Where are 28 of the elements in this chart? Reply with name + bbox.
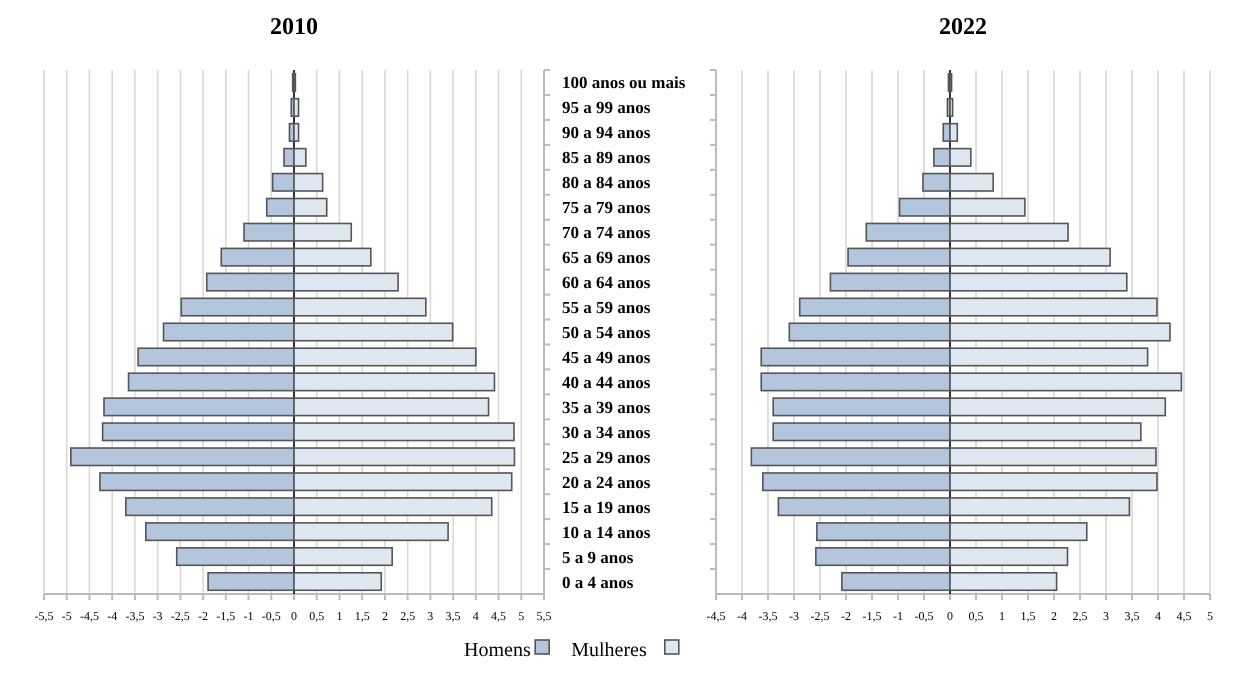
y-tick-label: 85 a 89 anos: [562, 147, 652, 168]
bar: [293, 97, 300, 117]
y-tick-label: 55 a 59 anos: [562, 297, 652, 318]
y-tick-label: 0 a 4 anos: [562, 571, 635, 592]
y-tick-label: 60 a 64 anos: [562, 272, 652, 293]
y-tick-label: 50 a 54 anos: [562, 322, 652, 342]
legend-label: Mulheres: [571, 640, 647, 662]
y-tick-label: 35 a 39 anos: [562, 396, 652, 417]
y-tick-label: 5 a 9 anos: [562, 546, 635, 567]
y-tick-label: 75 a 79 anos: [562, 197, 652, 218]
chart-title: 2022: [939, 12, 987, 40]
y-tick-label: 15 a 19 anos: [562, 496, 652, 517]
y-tick-label: 25 a 29 anos: [562, 446, 652, 467]
y-tick-label: 95 a 99 anos: [562, 97, 652, 118]
y-tick-label: 80 a 84 anos: [562, 172, 652, 193]
y-tick-label: 30 a 34 anos: [562, 421, 652, 442]
bar: [293, 122, 300, 142]
legend-label: Homens: [464, 640, 531, 662]
y-tick-label: 90 a 94 anos: [562, 122, 652, 143]
chart-title: 2010: [270, 12, 318, 40]
y-tick-label: 65 a 69 anos: [562, 247, 652, 268]
y-tick-label: 10 a 14 anos: [562, 521, 652, 542]
y-tick-label: 70 a 74 anos: [562, 222, 652, 243]
y-tick-label: 100 anos ou mais: [562, 72, 687, 93]
y-tick-label: 20 a 24 anos: [562, 471, 652, 492]
bar: [949, 122, 959, 142]
y-tick-label: 45 a 49 anos: [562, 346, 652, 367]
y-tick-label: 40 a 44 anos: [562, 371, 652, 392]
